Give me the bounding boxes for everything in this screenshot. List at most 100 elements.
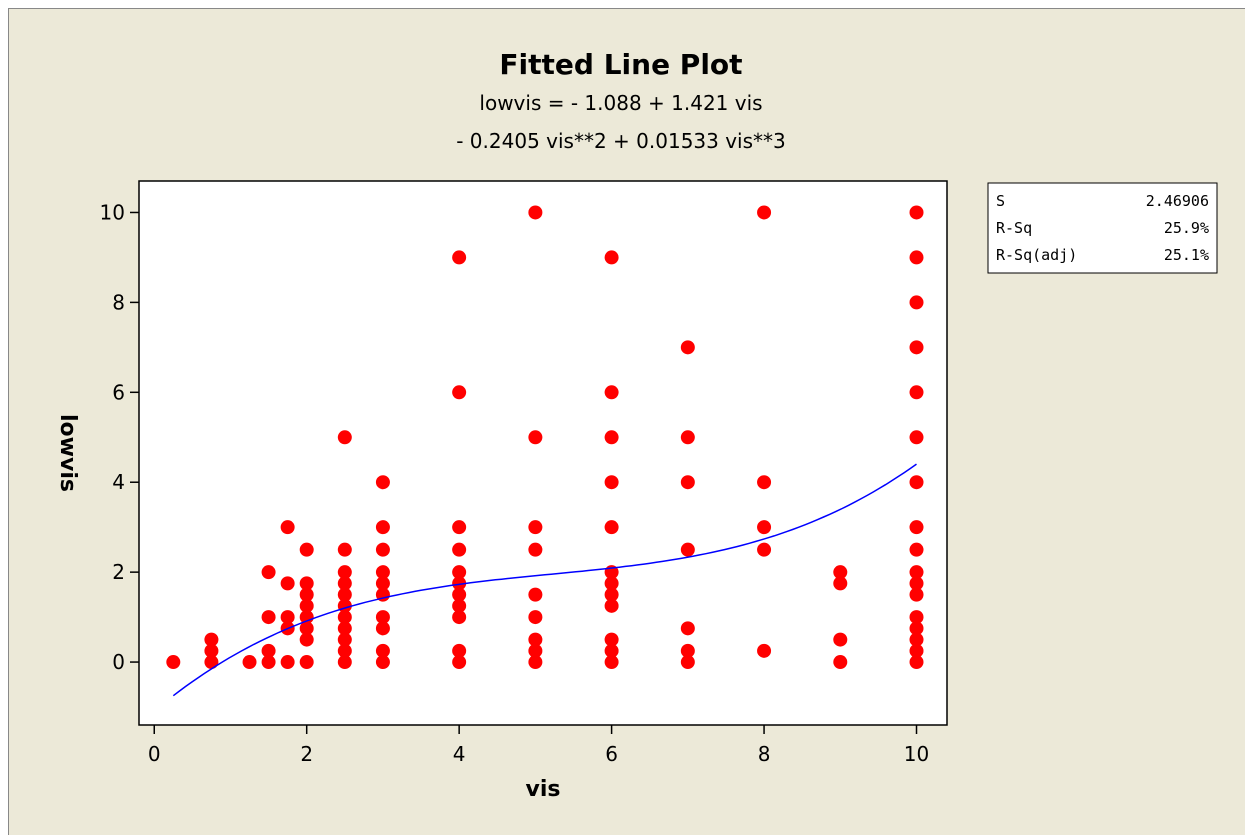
- data-point: [909, 610, 924, 625]
- data-point: [604, 643, 619, 658]
- data-point: [452, 587, 467, 602]
- data-point: [909, 565, 924, 580]
- data-point: [299, 587, 314, 602]
- x-tick-label: 2: [300, 742, 313, 766]
- data-point: [375, 576, 390, 591]
- data-point: [757, 205, 772, 220]
- stats-box-border: [987, 182, 1218, 274]
- data-point: [299, 621, 314, 636]
- data-point: [833, 632, 848, 647]
- data-point: [528, 520, 543, 535]
- data-point: [833, 565, 848, 580]
- data-point: [909, 643, 924, 658]
- data-point: [680, 621, 695, 636]
- data-point: [280, 655, 295, 670]
- data-point: [909, 587, 924, 602]
- data-point: [261, 565, 276, 580]
- stat-value-r-sq: 25.9%: [1164, 219, 1209, 237]
- data-point: [833, 655, 848, 670]
- x-tick-label: 10: [904, 742, 929, 766]
- x-tick-label: 0: [148, 742, 161, 766]
- data-point: [375, 520, 390, 535]
- data-point: [528, 542, 543, 557]
- data-point: [337, 576, 352, 591]
- y-tick-label: 4: [112, 470, 125, 494]
- data-point: [337, 430, 352, 445]
- data-point: [452, 385, 467, 400]
- data-point: [242, 655, 257, 670]
- data-point: [528, 587, 543, 602]
- data-point: [337, 610, 352, 625]
- data-point: [680, 643, 695, 658]
- data-point: [909, 542, 924, 557]
- x-axis-title: vis: [526, 777, 561, 802]
- data-point: [375, 643, 390, 658]
- data-point: [375, 655, 390, 670]
- data-point: [337, 643, 352, 658]
- data-point: [604, 385, 619, 400]
- data-point: [909, 250, 924, 265]
- data-point: [604, 632, 619, 647]
- data-point: [452, 576, 467, 591]
- data-point: [604, 430, 619, 445]
- data-point: [337, 632, 352, 647]
- data-point: [833, 576, 848, 591]
- data-point: [680, 542, 695, 557]
- fit-line: [172, 463, 917, 697]
- data-point: [909, 295, 924, 310]
- fit-line-group: [172, 463, 917, 697]
- data-point: [261, 643, 276, 658]
- data-point: [680, 340, 695, 355]
- data-point: [299, 655, 314, 670]
- data-point: [337, 655, 352, 670]
- stat-label-s: S: [996, 192, 1005, 210]
- data-point: [280, 520, 295, 535]
- data-point: [204, 632, 219, 647]
- data-point: [680, 655, 695, 670]
- data-point: [680, 475, 695, 490]
- data-point: [528, 205, 543, 220]
- data-point: [604, 576, 619, 591]
- stat-value-s: 2.46906: [1146, 192, 1209, 210]
- data-point: [909, 340, 924, 355]
- plot-area: [138, 180, 948, 726]
- data-point: [909, 655, 924, 670]
- data-point: [452, 542, 467, 557]
- data-point: [204, 643, 219, 658]
- data-point: [528, 430, 543, 445]
- data-point: [909, 205, 924, 220]
- stats-box: S 2.46906 R-Sq 25.9% R-Sq(adj) 25.1%: [987, 182, 1218, 274]
- data-point: [604, 587, 619, 602]
- x-tick-label: 4: [453, 742, 466, 766]
- data-point: [909, 621, 924, 636]
- chart-frame: Fitted Line Plot lowvis = - 1.088 + 1.42…: [8, 8, 1245, 835]
- data-point: [909, 430, 924, 445]
- data-point: [261, 610, 276, 625]
- y-axis-ticks: 0 2 4 6 8 10: [100, 200, 139, 674]
- data-point: [452, 610, 467, 625]
- data-point: [166, 655, 181, 670]
- data-point: [375, 542, 390, 557]
- data-point: [280, 610, 295, 625]
- y-tick-label: 6: [112, 380, 125, 404]
- data-point: [299, 610, 314, 625]
- data-point: [337, 565, 352, 580]
- data-point: [280, 576, 295, 591]
- data-point: [452, 250, 467, 265]
- y-tick-label: 10: [100, 200, 125, 224]
- data-point: [528, 655, 543, 670]
- y-axis-title: lowvis: [55, 414, 80, 492]
- data-point: [452, 655, 467, 670]
- data-point: [204, 655, 219, 670]
- data-point: [528, 610, 543, 625]
- data-point: [909, 520, 924, 535]
- y-tick-label: 2: [112, 560, 125, 584]
- stat-value-r-sq-adj: 25.1%: [1164, 246, 1209, 264]
- chart-title: Fitted Line Plot: [499, 48, 742, 81]
- data-points: [166, 205, 924, 670]
- data-point: [452, 565, 467, 580]
- data-point: [452, 598, 467, 613]
- data-point: [337, 621, 352, 636]
- chart-subtitle-line-1: lowvis = - 1.088 + 1.421 vis: [479, 91, 762, 115]
- data-point: [528, 643, 543, 658]
